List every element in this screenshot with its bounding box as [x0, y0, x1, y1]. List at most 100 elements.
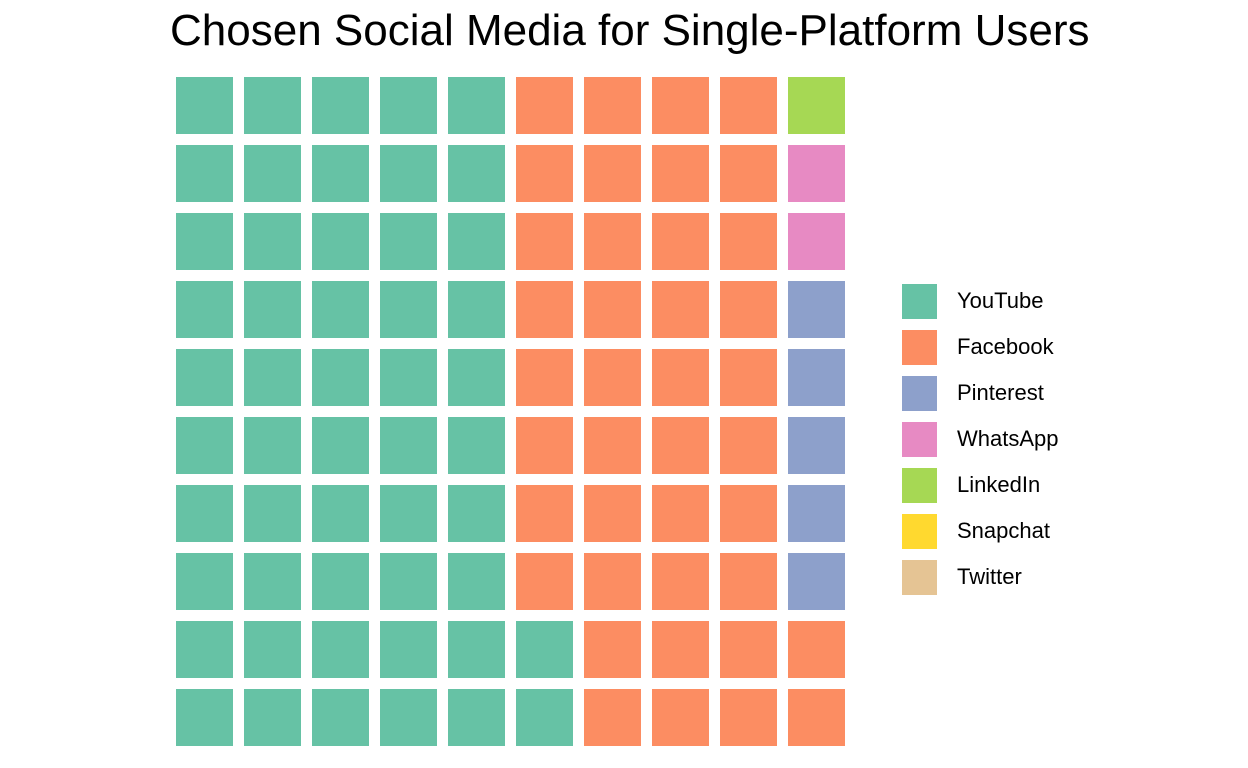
waffle-cell-facebook: [652, 417, 709, 474]
legend-swatch: [902, 421, 937, 457]
legend-item-pinterest: Pinterest: [902, 370, 1059, 416]
waffle-cell-youtube: [176, 349, 233, 406]
waffle-cell-youtube: [312, 349, 369, 406]
waffle-cell-linkedin: [788, 77, 845, 134]
legend-label: Facebook: [957, 334, 1054, 359]
waffle-cell-facebook: [516, 349, 573, 406]
waffle-cell-facebook: [516, 553, 573, 610]
waffle-cell-youtube: [516, 621, 573, 678]
waffle-cell-facebook: [516, 145, 573, 202]
waffle-cell-pinterest: [788, 553, 845, 610]
waffle-cell-youtube: [380, 621, 437, 678]
waffle-cell-facebook: [652, 349, 709, 406]
waffle-cell-facebook: [584, 349, 641, 406]
waffle-cell-youtube: [380, 145, 437, 202]
waffle-cell-youtube: [380, 417, 437, 474]
waffle-cell-youtube: [312, 145, 369, 202]
waffle-cell-youtube: [244, 485, 301, 542]
waffle-cell-facebook: [788, 689, 845, 746]
waffle-cell-facebook: [584, 281, 641, 338]
legend-swatch: [902, 283, 937, 319]
waffle-cell-youtube: [380, 281, 437, 338]
waffle-cell-youtube: [176, 77, 233, 134]
legend-item-snapchat: Snapchat: [902, 508, 1059, 554]
waffle-cell-youtube: [380, 77, 437, 134]
waffle-cell-youtube: [380, 689, 437, 746]
waffle-cell-facebook: [652, 281, 709, 338]
waffle-cell-facebook: [652, 689, 709, 746]
waffle-cell-youtube: [176, 485, 233, 542]
waffle-cell-youtube: [176, 689, 233, 746]
legend-swatch: [902, 559, 937, 595]
waffle-cell-facebook: [516, 281, 573, 338]
waffle-cell-facebook: [584, 485, 641, 542]
legend-item-youtube: YouTube: [902, 278, 1059, 324]
waffle-cell-youtube: [312, 689, 369, 746]
waffle-cell-whatsapp: [788, 145, 845, 202]
waffle-cell-facebook: [584, 77, 641, 134]
waffle-cell-youtube: [448, 553, 505, 610]
waffle-cell-facebook: [720, 281, 777, 338]
waffle-cell-youtube: [176, 621, 233, 678]
waffle-cell-facebook: [584, 689, 641, 746]
waffle-cell-facebook: [516, 417, 573, 474]
waffle-cell-facebook: [720, 689, 777, 746]
waffle-cell-facebook: [652, 621, 709, 678]
waffle-cell-youtube: [312, 213, 369, 270]
waffle-cell-youtube: [448, 281, 505, 338]
legend-item-whatsapp: WhatsApp: [902, 416, 1059, 462]
waffle-cell-youtube: [380, 553, 437, 610]
waffle-cell-youtube: [176, 281, 233, 338]
legend-label: LinkedIn: [957, 472, 1041, 497]
waffle-cell-youtube: [312, 417, 369, 474]
waffle-cell-facebook: [652, 553, 709, 610]
waffle-cell-facebook: [584, 417, 641, 474]
waffle-cell-youtube: [312, 553, 369, 610]
waffle-cell-pinterest: [788, 349, 845, 406]
waffle-cell-facebook: [584, 213, 641, 270]
waffle-cell-youtube: [448, 77, 505, 134]
waffle-cell-youtube: [448, 145, 505, 202]
waffle-cell-youtube: [176, 553, 233, 610]
legend-label: WhatsApp: [957, 426, 1059, 451]
waffle-cell-facebook: [788, 621, 845, 678]
legend-item-linkedin: LinkedIn: [902, 462, 1059, 508]
legend-swatch: [902, 513, 937, 549]
waffle-cell-facebook: [720, 145, 777, 202]
waffle-cell-youtube: [244, 689, 301, 746]
waffle-cell-facebook: [584, 621, 641, 678]
waffle-cell-youtube: [244, 281, 301, 338]
waffle-cell-youtube: [380, 485, 437, 542]
waffle-cell-pinterest: [788, 485, 845, 542]
waffle-cell-whatsapp: [788, 213, 845, 270]
waffle-cell-facebook: [652, 485, 709, 542]
waffle-cell-facebook: [720, 485, 777, 542]
waffle-cell-youtube: [312, 621, 369, 678]
waffle-cell-youtube: [380, 213, 437, 270]
waffle-cell-facebook: [720, 553, 777, 610]
legend-item-twitter: Twitter: [902, 554, 1059, 600]
waffle-cell-youtube: [448, 417, 505, 474]
waffle-cell-youtube: [176, 213, 233, 270]
legend-label: YouTube: [957, 288, 1044, 313]
chart-title: Chosen Social Media for Single-Platform …: [170, 6, 1090, 55]
waffle-cell-youtube: [448, 349, 505, 406]
waffle-cell-youtube: [244, 145, 301, 202]
waffle-cell-facebook: [720, 621, 777, 678]
waffle-cell-youtube: [448, 485, 505, 542]
waffle-cell-youtube: [244, 417, 301, 474]
legend-label: Snapchat: [957, 518, 1050, 543]
waffle-cell-youtube: [312, 77, 369, 134]
legend-swatch: [902, 375, 937, 411]
legend-item-facebook: Facebook: [902, 324, 1059, 370]
waffle-cell-youtube: [312, 485, 369, 542]
waffle-cell-facebook: [584, 553, 641, 610]
waffle-cell-youtube: [448, 213, 505, 270]
waffle-cell-youtube: [448, 621, 505, 678]
waffle-cell-pinterest: [788, 281, 845, 338]
legend: YouTube Facebook Pinterest WhatsApp LinkedIn…: [902, 278, 1059, 600]
waffle-cell-youtube: [244, 553, 301, 610]
waffle-cell-youtube: [244, 77, 301, 134]
